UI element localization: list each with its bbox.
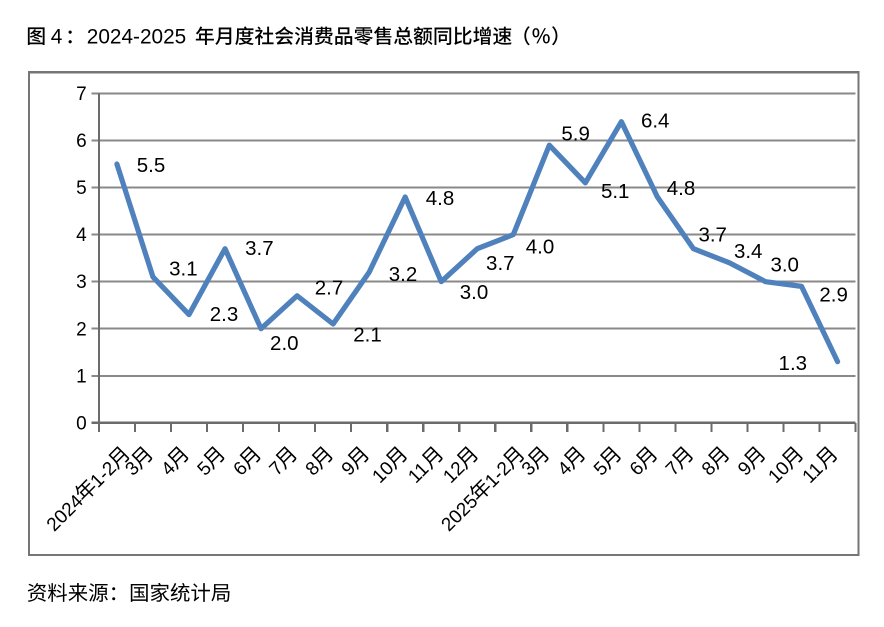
svg-text:3.4: 3.4 <box>734 240 763 263</box>
svg-text:7: 7 <box>76 84 87 105</box>
svg-text:2: 2 <box>76 319 87 340</box>
svg-text:5.9: 5.9 <box>561 123 590 146</box>
svg-text:3: 3 <box>76 272 87 293</box>
svg-text:11: 11 <box>404 459 433 488</box>
svg-text:3.7: 3.7 <box>698 223 727 246</box>
svg-text:2.7: 2.7 <box>315 277 344 300</box>
svg-text:4.0: 4.0 <box>526 235 555 258</box>
svg-text:5: 5 <box>76 178 87 199</box>
svg-text:0: 0 <box>76 413 87 434</box>
svg-text:5.1: 5.1 <box>601 180 630 203</box>
svg-text:1: 1 <box>76 366 87 387</box>
svg-text:6.4: 6.4 <box>641 110 670 133</box>
svg-text:1-2: 1-2 <box>87 458 121 492</box>
svg-text:4: 4 <box>51 25 63 48</box>
svg-text:2.9: 2.9 <box>819 283 848 306</box>
svg-text:3.7: 3.7 <box>245 237 274 260</box>
svg-text:3.2: 3.2 <box>389 263 418 286</box>
svg-text:6: 6 <box>76 131 87 152</box>
svg-text:11: 11 <box>799 459 828 488</box>
svg-text:1-2: 1-2 <box>481 458 515 492</box>
svg-text:3.0: 3.0 <box>770 254 799 277</box>
svg-text:3.1: 3.1 <box>169 258 198 281</box>
svg-text:1.3: 1.3 <box>779 352 808 375</box>
svg-text:4.8: 4.8 <box>426 187 455 210</box>
svg-text:5.5: 5.5 <box>137 154 166 177</box>
svg-text:4.8: 4.8 <box>667 177 696 200</box>
svg-text:3.0: 3.0 <box>460 281 489 304</box>
svg-text:2.3: 2.3 <box>210 303 239 326</box>
svg-text:2.1: 2.1 <box>353 323 382 346</box>
svg-text:2024: 2024 <box>43 491 88 536</box>
svg-text:2024-2025: 2024-2025 <box>87 25 186 48</box>
svg-text:4: 4 <box>76 225 87 246</box>
svg-text:3.7: 3.7 <box>486 252 515 275</box>
svg-text:2.0: 2.0 <box>270 332 299 355</box>
svg-text:2025: 2025 <box>438 491 483 536</box>
